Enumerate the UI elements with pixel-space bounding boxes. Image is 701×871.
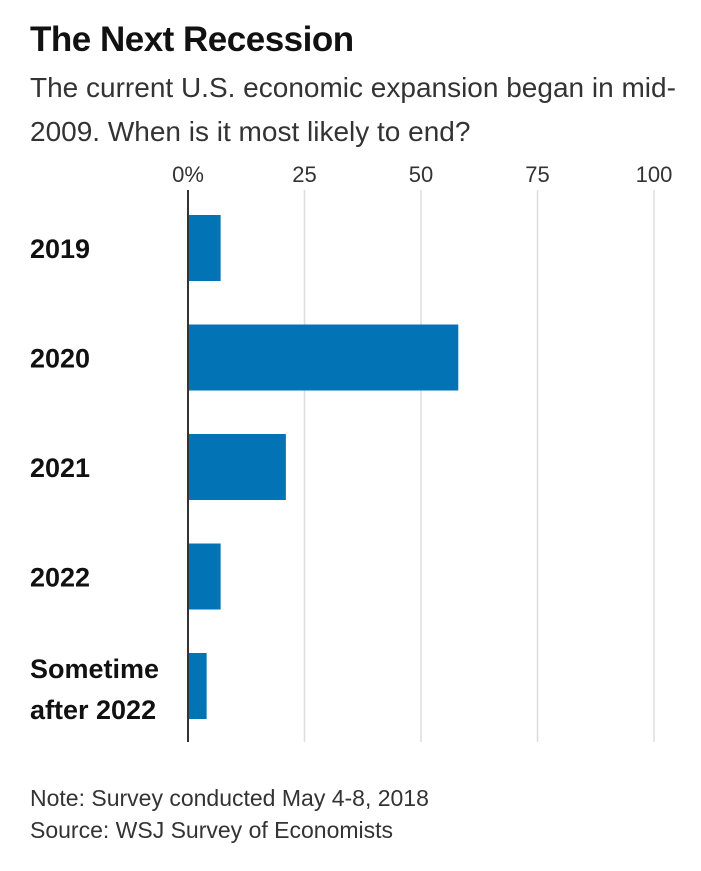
category-label-2020: 2020 [30,344,90,374]
bar-2022 [188,543,221,610]
x-tick-label-75: 75 [525,162,549,187]
bar-2021 [188,434,286,500]
category-label-sometime-after-2022: Sometime after 2022 [30,654,159,725]
x-tick-label-50: 50 [409,162,433,187]
bar-sometime-after-2022 [188,653,207,719]
category-label-2021: 2021 [30,453,90,483]
x-tick-label-100: 100 [636,162,673,187]
category-label-2019: 2019 [30,234,90,264]
x-tick-label-0: 0% [172,162,204,187]
x-axis-tick-labels: 0% 25 50 75 100 [172,162,672,187]
bar-2020 [188,324,459,391]
category-labels: 2019 2020 2021 2022 Sometime after 2022 [30,234,159,725]
chart-note: Note: Survey conducted May 4-8, 2018 [30,785,429,811]
x-tick-label-25: 25 [292,162,316,187]
bars [188,215,459,719]
chart-source: Source: WSJ Survey of Economists [30,817,394,843]
category-label-2022: 2022 [30,563,90,593]
bar-2019 [188,215,221,281]
gridlines [303,190,655,742]
chart-title: The Next Recession [30,20,354,59]
chart-subtitle: The current U.S. economic expansion bega… [30,72,676,147]
